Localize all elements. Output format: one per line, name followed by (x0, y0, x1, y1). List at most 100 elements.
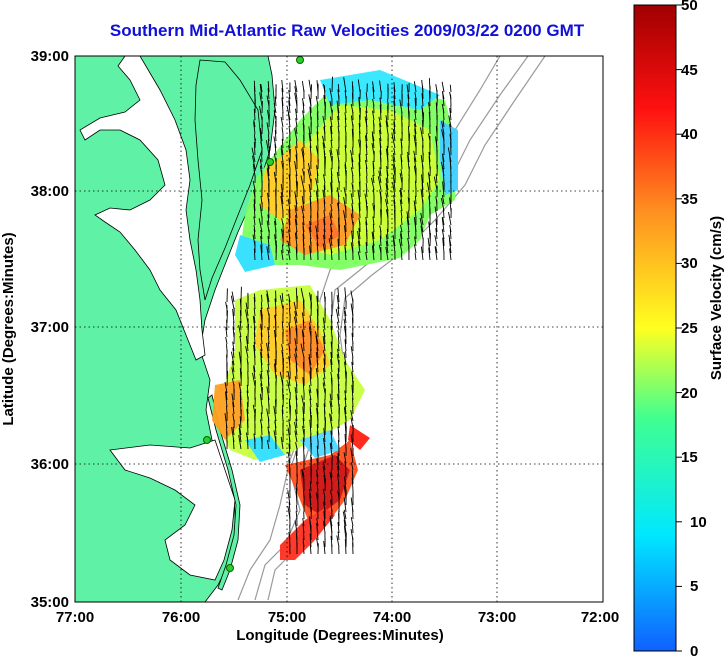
velocity-vector (239, 335, 242, 345)
velocity-vector (407, 155, 410, 170)
velocity-vector (385, 240, 389, 254)
velocity-vector (282, 364, 284, 380)
velocity-vector (303, 530, 305, 541)
velocity-vector (400, 169, 403, 177)
velocity-vector (267, 353, 270, 366)
velocity-vector (281, 344, 284, 352)
velocity-vector (386, 145, 389, 156)
velocity-vector (343, 497, 347, 513)
velocity-vector (280, 116, 284, 128)
velocity-vector (337, 288, 340, 303)
velocity-vector (337, 452, 340, 464)
velocity-vector (337, 466, 340, 478)
velocity-vector (351, 384, 354, 401)
velocity-vector (442, 120, 445, 128)
velocity-vector (288, 299, 291, 310)
velocity-vector (372, 216, 375, 226)
chesapeake-bay (79, 56, 206, 361)
velocity-vector (266, 343, 270, 359)
velocity-vector (281, 127, 284, 135)
velocity-vector (295, 491, 298, 506)
velocity-vector (378, 170, 382, 184)
velocity-vector (282, 244, 284, 254)
velocity-vector (343, 318, 347, 331)
velocity-vector (259, 203, 263, 219)
velocity-vector (323, 210, 326, 219)
velocity-vector (329, 442, 333, 457)
velocity-vector (331, 525, 333, 541)
pamlico-sound (109, 439, 236, 581)
velocity-vector (442, 216, 445, 226)
velocity-vector (317, 484, 319, 499)
velocity-vector (316, 431, 319, 443)
velocity-vector (232, 438, 235, 450)
velocity-vector (329, 149, 333, 163)
velocity-vector (414, 110, 417, 121)
velocity-vector (252, 155, 256, 170)
velocity-vector (252, 163, 256, 177)
velocity-vector (224, 381, 228, 394)
velocity-vector (414, 92, 417, 100)
velocity-vector (258, 218, 263, 233)
velocity-vector (378, 129, 382, 142)
velocity-vector (309, 106, 312, 121)
velocity-vector (350, 103, 354, 114)
velocity-vector (420, 212, 424, 226)
velocity-vector (266, 220, 270, 233)
velocity-vector (260, 371, 263, 380)
velocity-vector (296, 140, 298, 149)
velocity-vector (266, 122, 270, 135)
velocity-vector (350, 167, 354, 177)
velocity-vector (288, 501, 291, 513)
velocity-vector (294, 232, 298, 247)
velocity-vector (302, 101, 305, 114)
velocity-vector (428, 223, 431, 240)
velocity-vector (322, 317, 326, 331)
velocity-vector (308, 389, 312, 401)
velocity-vector (275, 322, 277, 338)
colorbar-tick-label: 15 (681, 449, 698, 466)
velocity-vector (316, 234, 319, 247)
velocity-vector (357, 231, 361, 247)
velocity-vector (407, 238, 410, 247)
velocity-vector (330, 475, 333, 492)
velocity-vector (449, 123, 452, 135)
velocity-vector (413, 81, 417, 93)
velocity-vector (266, 293, 270, 310)
velocity-vector (253, 296, 256, 310)
velocity-vector (294, 409, 298, 422)
velocity-vector (413, 157, 417, 170)
velocity-vector (441, 217, 445, 233)
velocity-vector (351, 477, 354, 492)
velocity-vector (232, 347, 235, 359)
velocity-vector (281, 405, 284, 415)
velocity-vector (372, 175, 375, 184)
x-tick-label: 76:00 (162, 609, 200, 626)
velocity-vector (308, 385, 312, 394)
velocity-vector (379, 80, 382, 93)
velocity-vector (322, 116, 326, 128)
velocity-vector (344, 145, 347, 156)
velocity-vector (245, 346, 249, 359)
velocity-vector (267, 138, 270, 149)
velocity-vector (392, 128, 396, 142)
velocity-vector (406, 216, 410, 233)
velocity-vector (358, 202, 361, 219)
velocity-vector (400, 252, 403, 261)
velocity-vector (351, 230, 354, 247)
velocity-vector (315, 178, 319, 191)
velocity-vector (428, 102, 431, 114)
velocity-vector (260, 229, 263, 240)
velocity-vector (315, 368, 319, 380)
velocity-vector (393, 95, 396, 107)
velocity-vector (338, 430, 340, 443)
velocity-vector (365, 144, 368, 156)
velocity-vector (295, 442, 298, 450)
velocity-vector (365, 166, 368, 177)
velocity-vector (280, 195, 284, 212)
velocity-vector (302, 442, 305, 457)
velocity-vector (365, 110, 368, 121)
velocity-vector (329, 400, 333, 415)
velocity-vectors (224, 76, 452, 555)
velocity-vector (358, 168, 361, 184)
